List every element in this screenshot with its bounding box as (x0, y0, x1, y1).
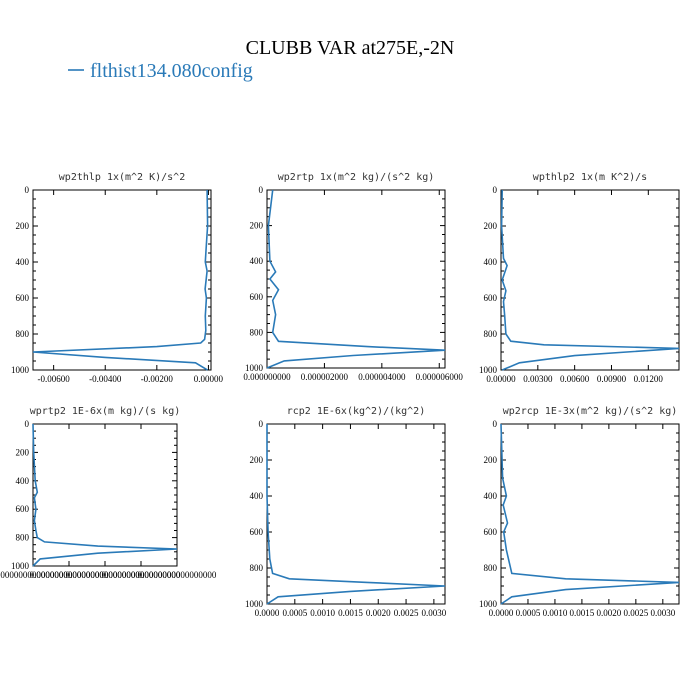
y-tick-label: 600 (250, 292, 264, 302)
panel-grid: wp2thlp 1x(m^2 K)/s^2 0 200 400 600 800 1000 -0… (0, 172, 680, 618)
y-tick-label: 800 (250, 327, 264, 337)
y-tick-label: 200 (484, 221, 498, 231)
panel-5: rcp2 1E-6x(kg^2)/(kg^2) 0 200 400 600 800 1000… (245, 406, 447, 618)
profile-line (266, 424, 446, 605)
y-tick-label: 800 (16, 329, 30, 339)
y-tick-label: 200 (16, 221, 30, 231)
x-tick-label: 0.00000 (194, 374, 224, 384)
y-tick-label: 600 (484, 527, 498, 537)
x-tick-label: 0.0025 (394, 608, 419, 618)
panel-title: rcp2 1E-6x(kg^2)/(kg^2) (287, 406, 425, 417)
y-tick-label: 0 (259, 185, 264, 195)
y-tick-label: 0 (25, 419, 30, 429)
x-tick-label: -0.00400 (89, 374, 122, 384)
x-tick-label: 0.00300 (523, 374, 553, 384)
legend: flthist134.080config (68, 60, 253, 82)
y-tick-label: 0 (493, 185, 498, 195)
x-tick-label: 0.0015 (338, 608, 363, 618)
x-tick-label: 0.0000 (255, 608, 280, 618)
y-tick-label: 200 (16, 447, 30, 457)
panel-title: wprtp2 1E-6x(m kg)/(s kg) (30, 406, 181, 417)
panel-2: wp2rtp 1x(m^2 kg)/(s^2 kg) 0 200 400 600 800 1… (243, 172, 463, 382)
x-tick-label: 0.00900 (597, 374, 627, 384)
y-tick-label: 1000 (479, 599, 498, 609)
x-tick-label: -0.00200 (141, 374, 174, 384)
x-tick-label: 0.0000000000000000 (102, 570, 181, 580)
legend-label: flthist134.080config (90, 60, 253, 82)
x-tick-label: 0.000006000 (416, 372, 464, 382)
y-tick-label: 400 (16, 257, 30, 267)
y-tick-label: 0 (493, 419, 498, 429)
y-tick-label: 0 (25, 185, 30, 195)
x-tick-label: 0.0000 (489, 608, 514, 618)
y-tick-label: 1000 (245, 363, 264, 373)
x-tick-label: 0.0020 (366, 608, 391, 618)
x-tick-label: 0.00600 (560, 374, 590, 384)
panel-title: wp2rtp 1x(m^2 kg)/(s^2 kg) (278, 172, 435, 183)
x-tick-label: 0.0030 (650, 608, 675, 618)
y-tick-label: 1000 (11, 365, 30, 375)
profile-line (32, 189, 209, 371)
x-tick-label: 0.0015 (570, 608, 595, 618)
y-tick-label: 600 (16, 293, 30, 303)
x-tick-label: 0.0025 (623, 608, 648, 618)
x-tick-label: 0.0000000000000000 (30, 570, 109, 580)
x-tick-label: 0.0000000000000000 (66, 570, 145, 580)
x-tick-label: 0.00000 (486, 374, 516, 384)
y-tick-label: 400 (484, 491, 498, 501)
x-tick-label: 0.0030 (422, 608, 447, 618)
profile-line (500, 423, 680, 605)
x-tick-label: 0.0005 (282, 608, 307, 618)
panel-title: wp2thlp 1x(m^2 K)/s^2 (59, 172, 185, 183)
panel-1: wp2thlp 1x(m^2 K)/s^2 0 200 400 600 800 1000 -0… (11, 172, 224, 384)
x-tick-label: 0.0020 (597, 608, 622, 618)
panel-6: wp2rcp 1E-3x(m^2 kg)/(s^2 kg) 0 200 400 600 8… (479, 406, 680, 618)
y-tick-label: 400 (250, 256, 264, 266)
y-tick-label: 1000 (479, 365, 498, 375)
y-tick-label: 400 (250, 491, 264, 501)
profile-line (32, 423, 178, 567)
y-tick-label: 200 (250, 455, 264, 465)
y-tick-label: 800 (250, 563, 264, 573)
y-tick-label: 600 (250, 527, 264, 537)
y-tick-label: 200 (250, 221, 264, 231)
x-tick-label: 0.0010 (310, 608, 335, 618)
panel-title: wp2rcp 1E-3x(m^2 kg)/(s^2 kg) (503, 406, 678, 417)
y-tick-label: 800 (16, 533, 30, 543)
plot-frame (32, 423, 178, 567)
plot-frame (266, 189, 446, 369)
x-tick-label: 0.000002000 (301, 372, 349, 382)
x-tick-label: 0.0005 (516, 608, 541, 618)
x-tick-label: 0.01200 (634, 374, 664, 384)
y-tick-label: 200 (484, 455, 498, 465)
panel-title: wpthlp2 1x(m K^2)/s (533, 172, 647, 183)
y-tick-label: 800 (484, 329, 498, 339)
panel-4: wprtp2 1E-6x(m kg)/(s kg)0 200 400 600 800 10… (0, 406, 217, 580)
panel-3: wpthlp2 1x(m K^2)/s020040060080010000.00… (479, 172, 680, 384)
x-tick-label: 0.0000000000000000 (138, 570, 217, 580)
y-tick-label: 1000 (11, 561, 30, 571)
y-tick-label: 1000 (245, 599, 264, 609)
x-tick-label: -0.00600 (38, 374, 71, 384)
y-tick-label: 600 (16, 504, 30, 514)
x-tick-label: 0.000000000 (243, 372, 291, 382)
x-tick-label: 0.000004000 (358, 372, 406, 382)
x-tick-label: 0.0010 (543, 608, 568, 618)
y-tick-label: 400 (484, 257, 498, 267)
y-tick-label: 0 (259, 419, 264, 429)
plot-frame (266, 423, 446, 605)
profile-line (266, 189, 446, 369)
y-tick-label: 800 (484, 563, 498, 573)
plot-frame (500, 423, 680, 605)
figure-title: CLUBB VAR at275E,-2N (246, 37, 455, 59)
profile-line (500, 189, 680, 371)
plot-frame (32, 189, 212, 371)
y-tick-label: 600 (484, 293, 498, 303)
y-tick-label: 400 (16, 476, 30, 486)
x-tick-label: 0.0000000000000000 (0, 570, 73, 580)
